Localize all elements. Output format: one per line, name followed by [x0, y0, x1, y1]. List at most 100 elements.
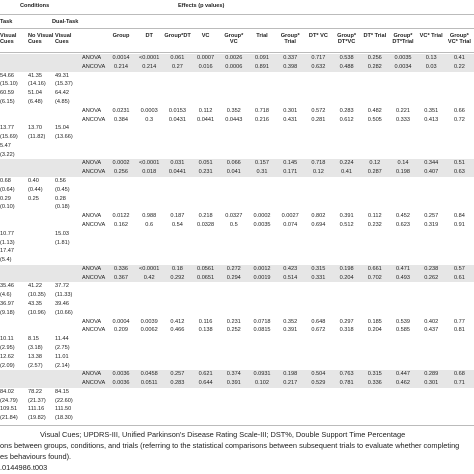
- condition-value: 39.46: [55, 301, 69, 307]
- p-value: 0.0062: [140, 327, 158, 334]
- p-value: 0.336: [114, 265, 128, 272]
- condition-value: (24.79): [0, 397, 18, 404]
- condition-value: (3.22): [0, 151, 15, 158]
- condition-value: (4.85): [55, 98, 70, 105]
- condition-value: 8.15: [28, 336, 39, 343]
- p-value: 0.051: [198, 160, 213, 167]
- p-value: 0.493: [396, 274, 410, 281]
- condition-value: (3.18): [28, 344, 43, 351]
- condition-value: 13.77: [0, 125, 14, 132]
- condition-value: 43.35: [28, 301, 42, 307]
- p-value: 0.0511: [140, 380, 158, 387]
- p-value: 0.398: [283, 63, 298, 70]
- condition-value: 13.70: [28, 125, 42, 132]
- p-value: 0.0036: [112, 380, 130, 387]
- footnote: Visual Cues; UPDRS-III, Unified Parkinso…: [40, 430, 406, 439]
- p-value: 0.074: [283, 221, 298, 228]
- p-value: 0.54: [171, 221, 183, 228]
- p-value: 0.333: [396, 116, 410, 123]
- test-label: ANCOVA: [82, 221, 106, 228]
- p-value: 0.283: [339, 107, 354, 114]
- p-value: 0.256: [114, 169, 128, 176]
- condition-value: 5.47: [0, 142, 11, 149]
- p-value: 0.03: [425, 63, 437, 70]
- effect-header: DT: [145, 33, 153, 39]
- p-value: 0.0231: [112, 107, 130, 114]
- p-value: 0.718: [255, 107, 269, 114]
- p-value: 0.402: [424, 318, 439, 325]
- condition-value: (2.57): [28, 362, 43, 369]
- test-label: ANCOVA: [82, 380, 106, 387]
- p-value: <0.0001: [138, 55, 160, 61]
- p-value: 0.621: [198, 371, 213, 378]
- conditions-header: Conditions: [20, 3, 50, 9]
- p-value: 0.185: [367, 318, 382, 325]
- condition-value: (15.10): [0, 81, 18, 88]
- condition-value: (0.45): [55, 186, 70, 193]
- test-label: ANOVA: [82, 55, 102, 61]
- effect-header: DT* Trial: [363, 33, 387, 39]
- condition-value: (2.95): [0, 344, 15, 351]
- p-value: 0.72: [453, 116, 465, 123]
- p-value: 0.623: [396, 221, 410, 228]
- p-value: 0.423: [283, 265, 298, 272]
- p-value: 0.71: [453, 380, 465, 387]
- p-value: 0.0931: [253, 371, 271, 378]
- p-value: 0.297: [339, 318, 354, 325]
- p-value: 0.116: [198, 318, 213, 325]
- p-value: 0.214: [114, 63, 128, 70]
- p-value: 0.198: [339, 265, 354, 272]
- p-value: 0.066: [226, 160, 241, 167]
- p-value: 0.257: [170, 371, 185, 378]
- p-value: 0.0458: [140, 371, 158, 378]
- p-value: 0.0014: [112, 55, 130, 61]
- p-value: 0.294: [226, 274, 241, 281]
- p-value: 0.315: [367, 371, 382, 378]
- p-value: 0.13: [425, 55, 437, 61]
- p-value: 0.0441: [197, 116, 215, 123]
- p-value: 0.319: [424, 221, 439, 228]
- condition-value: (0.44): [28, 186, 43, 193]
- row-band: [0, 168, 474, 177]
- condition-value: 109.51: [0, 406, 18, 413]
- p-value: 0.157: [255, 160, 269, 167]
- p-value: 0.452: [396, 213, 410, 220]
- condition-value: 60.59: [0, 90, 14, 97]
- p-value: 0.412: [170, 318, 185, 325]
- p-value: 0.344: [424, 160, 439, 167]
- p-value: 0.538: [339, 55, 354, 61]
- p-value: 0.352: [226, 107, 241, 114]
- effects-header: Effects (p values): [178, 3, 225, 9]
- p-value: 0.214: [142, 63, 157, 70]
- p-value: 0.988: [142, 213, 157, 220]
- p-value: 0.63: [453, 169, 465, 176]
- condition-value: 17.47: [0, 248, 14, 255]
- condition-value: (4.6): [0, 292, 12, 299]
- test-label: ANCOVA: [82, 274, 106, 281]
- row-band: [0, 370, 474, 380]
- condition-value: (5.4): [0, 257, 12, 264]
- p-value: 0.466: [170, 327, 185, 334]
- row-band: [0, 159, 474, 169]
- p-value: 0.0815: [253, 327, 271, 334]
- p-value: 0.41: [341, 169, 353, 176]
- p-value: 0.22: [453, 63, 465, 70]
- condition-value: 84.15: [55, 388, 69, 395]
- condition-value: 15.04: [55, 125, 69, 132]
- p-value: 0.717: [311, 55, 326, 61]
- condition-value: (1.81): [55, 239, 70, 246]
- p-value: 0.301: [424, 380, 439, 387]
- p-value: 0.391: [339, 213, 354, 220]
- p-value: 0.0034: [394, 63, 412, 70]
- p-value: 0.5: [229, 221, 238, 228]
- p-value: 0.31: [256, 169, 268, 176]
- p-value: 0.482: [367, 107, 382, 114]
- p-value: 0.204: [339, 274, 354, 281]
- test-label: ANOVA: [82, 318, 102, 325]
- condition-value: (10.66): [55, 309, 73, 316]
- row-band: [0, 379, 474, 388]
- p-value: 0.612: [339, 116, 354, 123]
- p-value: 0.0443: [225, 116, 243, 123]
- p-value: 0.016: [198, 63, 213, 70]
- p-value: 0.68: [453, 371, 465, 378]
